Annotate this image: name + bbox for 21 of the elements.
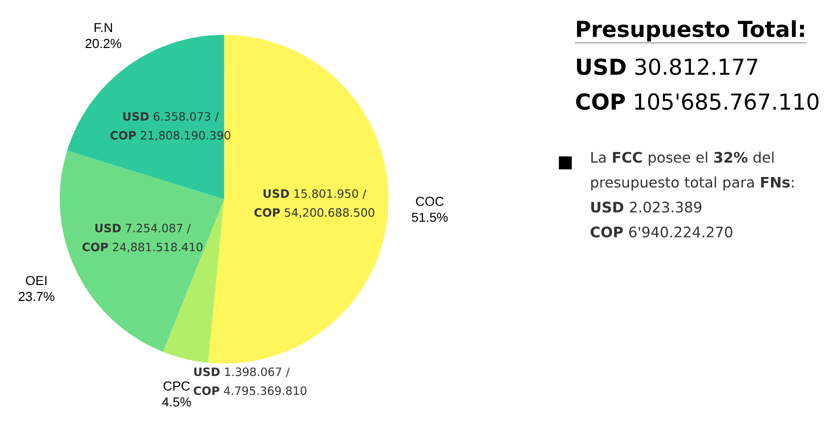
text: USD 7.254.087 / xyxy=(95,224,191,234)
text: COP 105'685.767.110 xyxy=(576,93,818,110)
text: Presupuesto Total: xyxy=(577,20,804,42)
data-label: 51.5% xyxy=(412,212,448,222)
data-label: 4.5% xyxy=(162,397,191,406)
text: COP 24,881.518.410 xyxy=(82,242,202,252)
text: USD 30.812.177 xyxy=(577,58,758,75)
text: COP 4.795.369.810 xyxy=(194,386,306,395)
slice-label: F.N xyxy=(94,22,112,32)
data-label: 20.2% xyxy=(86,38,122,48)
text: COP 6'940.224.270 xyxy=(590,226,732,238)
text: La FCC posee el 32% del presupuesto total para FNs: xyxy=(591,151,794,190)
text: USD 2.023.389 xyxy=(591,201,702,212)
text: USD 6.358.073 / xyxy=(123,112,219,122)
text: COP 54,200.688.500 xyxy=(254,208,374,218)
slice-label: COC xyxy=(416,196,444,206)
data-label: 23.7% xyxy=(18,292,54,301)
slice-label: CPC xyxy=(164,381,190,390)
text: USD 15.801.950 / xyxy=(264,189,366,199)
text: USD 1.398.067 / xyxy=(194,367,290,377)
slice-label: OEI xyxy=(26,276,46,285)
